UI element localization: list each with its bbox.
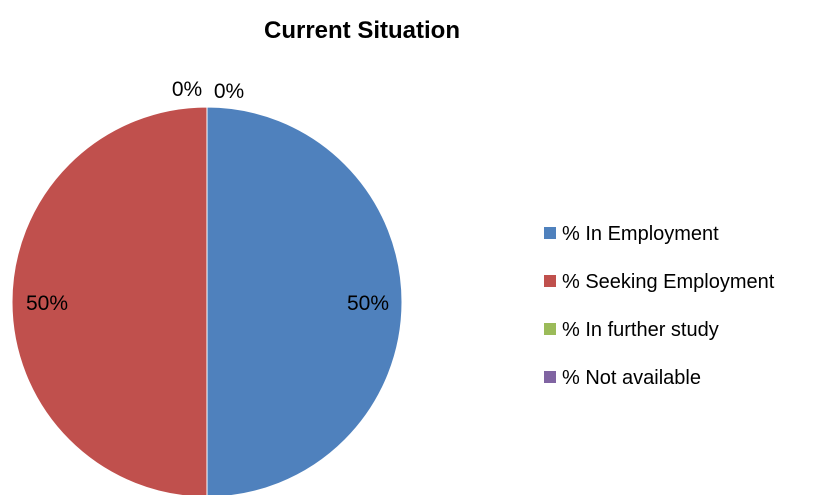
legend-label-in-employment: % In Employment (562, 223, 719, 245)
legend-swatch-not-available (544, 371, 556, 383)
legend-label-in-further-study: % In further study (562, 319, 719, 341)
legend-label-seeking-employment: % Seeking Employment (562, 271, 775, 293)
data-label-in-further-study: 0% (214, 80, 244, 103)
data-label-not-available: 0% (172, 78, 202, 101)
legend-swatch-seeking-employment (544, 275, 556, 287)
legend: % In Employment % Seeking Employment % In … (544, 223, 775, 389)
pie-slices (11, 106, 403, 495)
chart-title: Current Situation (264, 17, 460, 44)
data-label-in-employment: 50% (347, 292, 389, 315)
pie-data-labels: 50% 50% 0% 0% (26, 78, 389, 315)
legend-swatch-in-employment (544, 227, 556, 239)
pie-slice-seeking-employment (11, 106, 208, 495)
legend-label-not-available: % Not available (562, 367, 701, 389)
legend-swatch-in-further-study (544, 323, 556, 335)
pie-slice-in-employment (206, 106, 403, 495)
data-label-seeking-employment: 50% (26, 292, 68, 315)
